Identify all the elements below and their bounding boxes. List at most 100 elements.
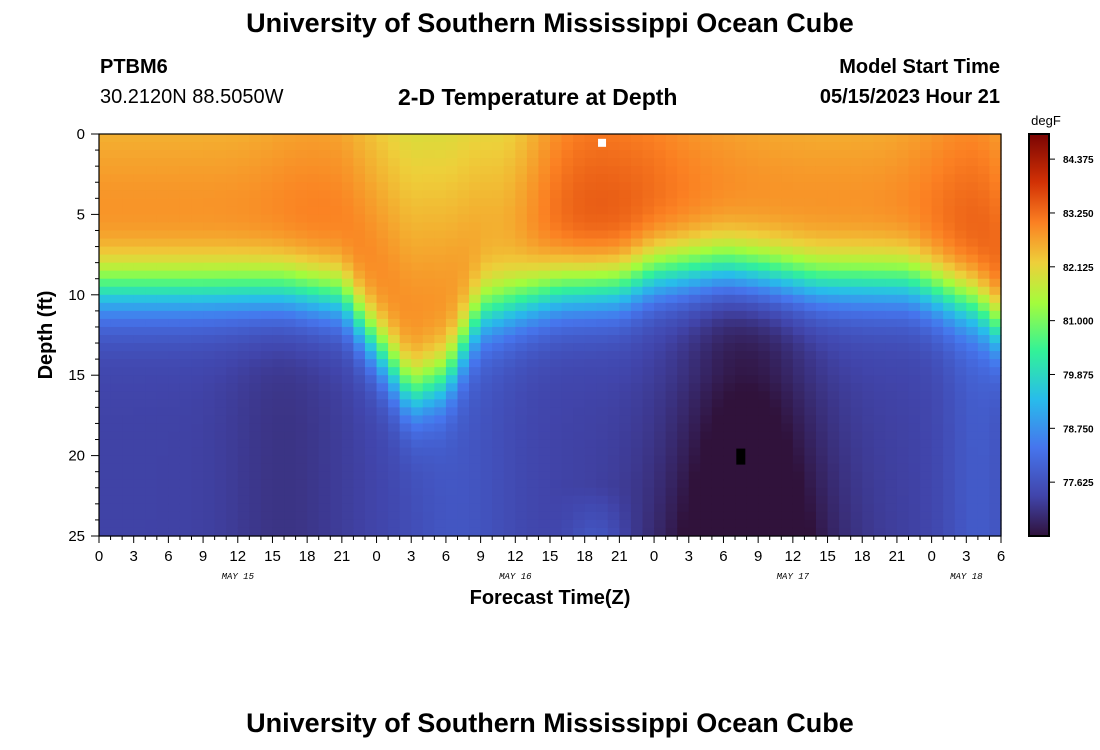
- heatmap-cell: [260, 391, 274, 400]
- heatmap-cell: [99, 150, 112, 159]
- heatmap-cell: [908, 487, 921, 497]
- heatmap-cell: [214, 174, 227, 183]
- heatmap-cell: [422, 335, 435, 344]
- heatmap-cell: [156, 302, 169, 312]
- heatmap-cell: [469, 318, 482, 328]
- heatmap-cell: [538, 246, 551, 256]
- heatmap-cell: [723, 519, 736, 529]
- heatmap-cell: [388, 447, 401, 457]
- heatmap-cell: [792, 487, 806, 497]
- heatmap-cell: [769, 230, 782, 240]
- heatmap-cell: [850, 182, 863, 191]
- heatmap-cell: [364, 246, 378, 256]
- heatmap-cell: [896, 166, 910, 175]
- heatmap-cell: [179, 375, 193, 384]
- heatmap-cell: [156, 415, 169, 425]
- heatmap-cell: [596, 318, 609, 328]
- heatmap-cell: [214, 134, 227, 143]
- heatmap-cell: [122, 142, 135, 151]
- heatmap-cell: [145, 302, 158, 312]
- heatmap-cell: [260, 150, 274, 159]
- heatmap-cell: [469, 399, 482, 408]
- heatmap-cell: [492, 407, 505, 416]
- heatmap-cell: [839, 519, 852, 529]
- heatmap-cell: [711, 447, 725, 457]
- heatmap-cell: [272, 150, 285, 159]
- heatmap-cell: [584, 198, 597, 207]
- heatmap-cell: [630, 302, 644, 312]
- heatmap-cell: [145, 150, 158, 159]
- heatmap-cell: [133, 222, 146, 232]
- heatmap-cell: [526, 230, 540, 240]
- heatmap-cell: [318, 150, 331, 159]
- heatmap-cell: [746, 286, 759, 296]
- heatmap-cell: [561, 503, 574, 513]
- heatmap-cell: [330, 423, 343, 433]
- heatmap-cell: [943, 439, 956, 449]
- heatmap-cell: [619, 310, 632, 320]
- heatmap-cell: [237, 335, 250, 344]
- heatmap-cell: [850, 383, 863, 392]
- heatmap-cell: [700, 150, 713, 159]
- heatmap-cell: [376, 166, 389, 175]
- heatmap-cell: [815, 439, 829, 449]
- heatmap-cell: [538, 471, 551, 481]
- heatmap-cell: [781, 431, 794, 441]
- heatmap-cell: [191, 431, 204, 441]
- heatmap-cell: [607, 391, 620, 400]
- heatmap-cell: [873, 335, 886, 344]
- heatmap-cell: [769, 134, 782, 143]
- heatmap-cell: [411, 158, 424, 167]
- heatmap-cell: [145, 487, 158, 497]
- heatmap-cell: [353, 302, 366, 312]
- heatmap-cell: [526, 286, 540, 296]
- heatmap-cell: [156, 527, 169, 537]
- heatmap-cell: [746, 519, 759, 529]
- heatmap-cell: [492, 278, 505, 288]
- heatmap-cell: [700, 182, 713, 191]
- heatmap-cell: [966, 134, 979, 143]
- heatmap-cell: [318, 294, 331, 304]
- heatmap-cell: [122, 447, 135, 457]
- heatmap-cell: [469, 214, 482, 224]
- heatmap-cell: [885, 198, 898, 207]
- heatmap-cell: [954, 439, 967, 449]
- heatmap-cell: [214, 495, 227, 505]
- heatmap-cell: [839, 463, 852, 473]
- heatmap-cell: [295, 495, 308, 505]
- heatmap-cell: [711, 214, 725, 224]
- heatmap-cell: [226, 439, 239, 449]
- heatmap-cell: [191, 182, 204, 191]
- heatmap-cell: [515, 447, 528, 457]
- heatmap-cell: [99, 294, 112, 304]
- heatmap-cell: [515, 423, 528, 433]
- heatmap-cell: [769, 351, 782, 360]
- heatmap-cell: [607, 439, 620, 449]
- x-tick-label: 0: [95, 548, 103, 565]
- heatmap-cell: [480, 222, 493, 232]
- heatmap-cell: [503, 310, 516, 320]
- heatmap-cell: [110, 158, 123, 167]
- heatmap-cell: [746, 222, 759, 232]
- heatmap-cell: [677, 439, 690, 449]
- heatmap-cell: [769, 343, 782, 352]
- heatmap-cell: [156, 238, 169, 248]
- heatmap-cell: [862, 206, 875, 215]
- heatmap-cell: [804, 294, 817, 304]
- heatmap-cell: [723, 206, 736, 215]
- heatmap-cell: [573, 511, 586, 521]
- heatmap-cell: [260, 503, 274, 513]
- heatmap-cell: [619, 182, 632, 191]
- heatmap-cell: [341, 343, 355, 352]
- heatmap-cell: [561, 278, 574, 288]
- heatmap-cell: [526, 246, 540, 256]
- heatmap-cell: [388, 335, 401, 344]
- heatmap-cell: [827, 174, 840, 183]
- heatmap-cell: [145, 254, 158, 264]
- heatmap-cell: [862, 463, 875, 473]
- heatmap-cell: [735, 519, 748, 529]
- heatmap-cell: [145, 294, 158, 304]
- heatmap-cell: [249, 463, 262, 473]
- heatmap-cell: [318, 142, 331, 151]
- heatmap-cell: [815, 447, 829, 457]
